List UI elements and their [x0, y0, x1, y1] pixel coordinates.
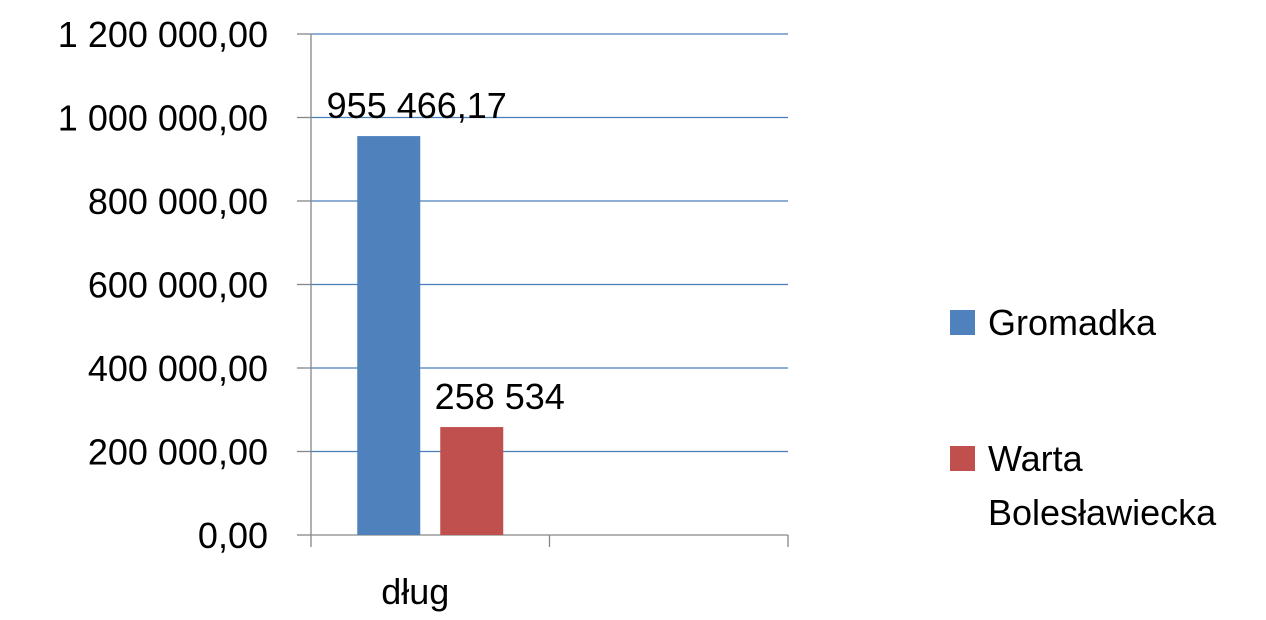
y-tick-label: 1 200 000,00 — [58, 14, 268, 55]
legend-swatch-0 — [950, 310, 975, 335]
y-tick-label: 0,00 — [198, 515, 268, 556]
data-label-1: 258 534 — [435, 376, 565, 417]
bar-1 — [440, 427, 504, 535]
data-labels: 955 466,17 258 534 — [327, 85, 565, 417]
y-tick-label: 800 000,00 — [88, 181, 268, 222]
legend-label-1: Warta — [988, 438, 1084, 479]
legend-swatch-1 — [950, 446, 975, 471]
y-tick-label: 200 000,00 — [88, 432, 268, 473]
data-label-0: 955 466,17 — [327, 85, 507, 126]
x-tick-labels: dług — [381, 571, 449, 612]
y-tick-label: 400 000,00 — [88, 348, 268, 389]
legend-label-1: Bolesławiecka — [988, 492, 1217, 533]
bar-0 — [357, 136, 421, 535]
legend: Gromadka Warta Bolesławiecka — [950, 302, 1217, 533]
y-tick-labels: 0,00 200 000,00 400 000,00 600 000,00 800 00… — [58, 14, 268, 556]
y-tick-label: 1 000 000,00 — [58, 98, 268, 139]
y-tick-label: 600 000,00 — [88, 265, 268, 306]
x-tick-label: dług — [381, 571, 449, 612]
bars — [357, 136, 504, 535]
legend-label-0: Gromadka — [988, 302, 1157, 343]
